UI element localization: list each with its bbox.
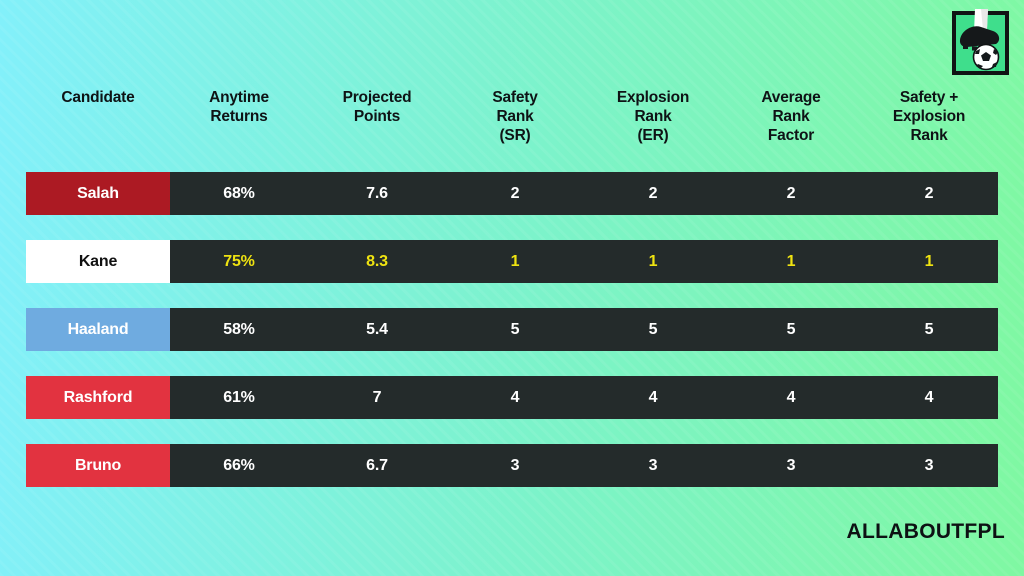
average-rank-factor-value: 4	[786, 388, 796, 406]
anytime-returns-value: 61%	[223, 388, 255, 406]
table-row-salah: Salah 68% 7.6 2 2 2 2	[26, 172, 998, 215]
average-rank-factor-value: 2	[786, 184, 796, 202]
safety-explosion-rank-value: 2	[924, 184, 934, 202]
safety-explosion-rank-value: 4	[924, 388, 934, 406]
average-rank-factor-value: 3	[786, 456, 796, 474]
table-row-rashford: Rashford 61% 7 4 4 4 4	[26, 376, 998, 419]
table-header: Candidate Anytime Returns Projected Poin…	[26, 88, 998, 172]
boot-shape	[959, 26, 1000, 47]
safety-rank-value: 4	[510, 388, 520, 406]
safety-rank-value: 1	[510, 252, 520, 270]
column-header-safety-rank: Safety Rank (SR)	[492, 89, 538, 144]
average-rank-factor-value: 1	[786, 252, 796, 270]
brand-wordmark: ALLABOUTFPL	[846, 520, 1005, 543]
safety-explosion-rank-value: 5	[924, 320, 934, 338]
comparison-table: Candidate Anytime Returns Projected Poin…	[26, 88, 998, 512]
candidate-label: Kane	[26, 240, 170, 283]
column-header-anytime-returns: Anytime Returns	[209, 89, 269, 125]
projected-points-value: 7	[372, 388, 382, 406]
average-rank-factor-value: 5	[786, 320, 796, 338]
anytime-returns-value: 75%	[223, 252, 255, 270]
table-row-haaland: Haaland 58% 5.4 5 5 5 5	[26, 308, 998, 351]
explosion-rank-value: 5	[648, 320, 658, 338]
explosion-rank-value: 4	[648, 388, 658, 406]
column-header-explosion-rank: Explosion Rank (ER)	[616, 89, 690, 144]
explosion-rank-value: 1	[648, 252, 658, 270]
projected-points-value: 5.4	[366, 320, 388, 338]
candidate-label: Haaland	[26, 308, 170, 351]
table-row-bruno: Bruno 66% 6.7 3 3 3 3	[26, 444, 998, 487]
football	[972, 43, 1000, 71]
safety-rank-value: 2	[510, 184, 520, 202]
candidate-label: Bruno	[26, 444, 170, 487]
column-header-average-rank-factor: Average Rank Factor	[761, 89, 821, 144]
safety-rank-value: 5	[510, 320, 520, 338]
explosion-rank-value: 2	[648, 184, 658, 202]
column-header-projected-points: Projected Points	[342, 89, 412, 125]
safety-explosion-rank-value: 3	[924, 456, 934, 474]
projected-points-value: 8.3	[366, 252, 388, 270]
table-row-kane: Kane 75% 8.3 1 1 1 1	[26, 240, 998, 283]
explosion-rank-value: 3	[648, 456, 658, 474]
anytime-returns-value: 66%	[223, 456, 255, 474]
column-header-safety-explosion-rank: Safety + Explosion Rank	[892, 89, 966, 144]
safety-rank-value: 3	[510, 456, 520, 474]
projected-points-value: 7.6	[366, 184, 388, 202]
boot-on-ball-logo	[952, 9, 1009, 75]
column-header-candidate: Candidate	[61, 89, 135, 106]
projected-points-value: 6.7	[366, 456, 388, 474]
anytime-returns-value: 68%	[223, 184, 255, 202]
safety-explosion-rank-value: 1	[924, 252, 934, 270]
anytime-returns-value: 58%	[223, 320, 255, 338]
candidate-label: Rashford	[26, 376, 170, 419]
candidate-label: Salah	[26, 172, 170, 215]
